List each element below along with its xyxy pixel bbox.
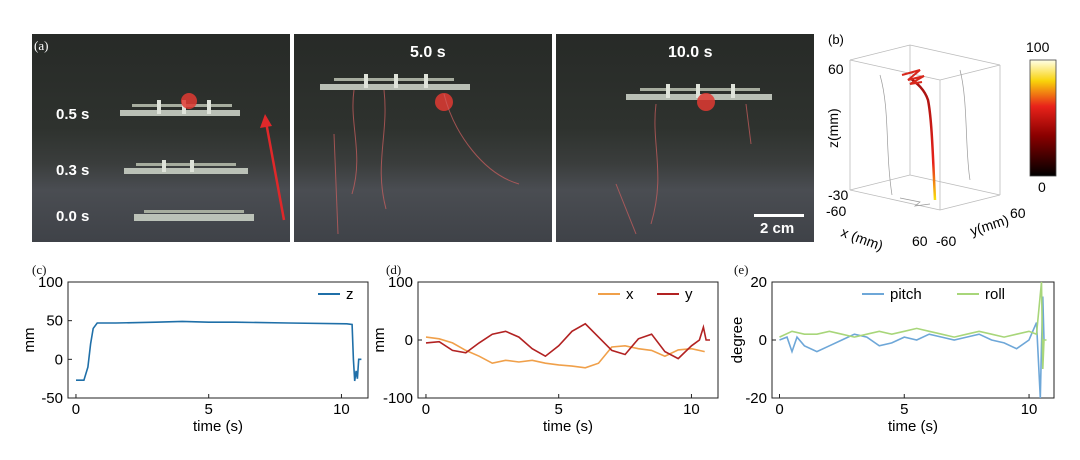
y-tick-label: -20 bbox=[745, 390, 767, 407]
y-tick-label: 50 bbox=[46, 313, 63, 330]
frame-1-time-label-0: 0.5 s bbox=[56, 106, 90, 123]
robot-wing-middle bbox=[124, 160, 248, 174]
ascent-arrow bbox=[264, 121, 286, 221]
scale-bar-label: 2 cm bbox=[760, 220, 795, 237]
x-tick-label: 10 bbox=[1021, 401, 1038, 418]
y-tick-label: 0 bbox=[405, 332, 413, 349]
y-axis-label: mm bbox=[371, 328, 388, 353]
x-axis-label: time (s) bbox=[193, 418, 243, 435]
plot-frame-d bbox=[417, 281, 719, 399]
x-tick-label: 0 bbox=[422, 401, 430, 418]
projection-shadows bbox=[879, 69, 971, 207]
colorbar bbox=[1029, 59, 1057, 177]
marker-dot bbox=[697, 93, 715, 111]
panel-c-label: (c) bbox=[32, 262, 47, 277]
frame-3-drawing bbox=[615, 84, 772, 235]
y-tick-label: 0 bbox=[55, 351, 63, 368]
robot-wing bbox=[320, 74, 470, 90]
legend-label-x: x bbox=[626, 286, 634, 303]
series-line-roll bbox=[779, 281, 1047, 370]
series-line-pitch bbox=[779, 296, 1045, 399]
trajectory-3d-plot: (b) 60 -30 z(mm) -60 60 x (mm) 60 -60 y(… bbox=[825, 32, 1057, 254]
photo-frame-3: 10.0 s 2 cm bbox=[556, 34, 814, 242]
series-line-x bbox=[425, 336, 705, 369]
robot-wing-bottom bbox=[134, 210, 254, 221]
frame-2-time: 5.0 s bbox=[410, 44, 446, 61]
chart-d-xy: -100 0 100 0 5 10 time (s) mm x y bbox=[371, 274, 719, 435]
y-tick-label: -100 bbox=[383, 390, 413, 407]
y-tick-label: -50 bbox=[41, 390, 63, 407]
y-tick-top: 60 bbox=[1010, 205, 1026, 221]
chart-c-z: -50 0 50 100 0 5 10 time (s) mm z bbox=[21, 274, 369, 435]
series-line-z bbox=[76, 320, 362, 382]
legend-label-roll: roll bbox=[985, 286, 1005, 303]
legend-label-pitch: pitch bbox=[890, 286, 922, 303]
x-tick-label: 0 bbox=[72, 401, 80, 418]
x-axis-label: time (s) bbox=[888, 418, 938, 435]
legend-label-y: y bbox=[685, 286, 693, 303]
y-tick-label: 100 bbox=[38, 274, 63, 291]
legend-label-z: z bbox=[346, 286, 354, 303]
plot-frame-c bbox=[67, 281, 369, 399]
box-edges bbox=[849, 44, 1001, 211]
chart-e-angles: -20 0 20 0 5 10 time (s) degree pitch roll bbox=[729, 274, 1055, 435]
trajectory-rise bbox=[909, 77, 937, 201]
panel-e-label: (e) bbox=[734, 262, 749, 277]
trajectory-hover bbox=[901, 69, 925, 85]
x-tick-label: 5 bbox=[555, 401, 563, 418]
z-axis-label: z(mm) bbox=[825, 108, 841, 148]
y-axis-label: degree bbox=[729, 317, 746, 364]
x-tick-label: 5 bbox=[205, 401, 213, 418]
scale-bar bbox=[754, 214, 804, 217]
y-axis-label: y(mm) bbox=[968, 211, 1011, 238]
frame-1-time-label-1: 0.3 s bbox=[56, 162, 90, 179]
y-axis-label: mm bbox=[21, 328, 38, 353]
tethers bbox=[615, 103, 752, 235]
frame-3-time: 10.0 s bbox=[668, 44, 713, 61]
x-tick-label: 10 bbox=[333, 401, 350, 418]
frame-2-drawing bbox=[320, 74, 520, 235]
colorbar-tick-min: 0 bbox=[1038, 179, 1046, 195]
x-tick-left: -60 bbox=[826, 203, 846, 219]
photo-frame-2: 5.0 s bbox=[294, 34, 552, 242]
robot-wing-top bbox=[120, 100, 240, 116]
marker-dot bbox=[435, 93, 453, 111]
x-axis-label: time (s) bbox=[543, 418, 593, 435]
x-axis-label: x (mm) bbox=[839, 224, 885, 254]
series-line-y bbox=[425, 322, 710, 360]
x-tick-label: 5 bbox=[900, 401, 908, 418]
photo-frame-1: 0.5 s 0.3 s 0.0 s bbox=[32, 34, 290, 242]
y-tick-bottom: -60 bbox=[936, 233, 956, 249]
z-tick-bottom: -30 bbox=[828, 187, 848, 203]
z-tick-top: 60 bbox=[828, 61, 844, 77]
panel-d-label: (d) bbox=[386, 262, 402, 277]
panel-a-label: (a) bbox=[34, 38, 49, 53]
x-tick-right: 60 bbox=[912, 233, 928, 249]
y-tick-label: 0 bbox=[759, 332, 767, 349]
y-tick-label: 20 bbox=[750, 274, 767, 291]
frame-1-drawing bbox=[120, 93, 286, 221]
frame-1-time-label-2: 0.0 s bbox=[56, 208, 90, 225]
x-tick-label: 0 bbox=[775, 401, 783, 418]
x-tick-label: 10 bbox=[683, 401, 700, 418]
ascent-arrowhead bbox=[260, 114, 272, 128]
colorbar-tick-max: 100 bbox=[1026, 39, 1050, 55]
panel-b-label: (b) bbox=[828, 32, 844, 47]
tethers bbox=[333, 89, 520, 235]
y-tick-label: 100 bbox=[388, 274, 413, 291]
marker-dot bbox=[181, 93, 197, 109]
